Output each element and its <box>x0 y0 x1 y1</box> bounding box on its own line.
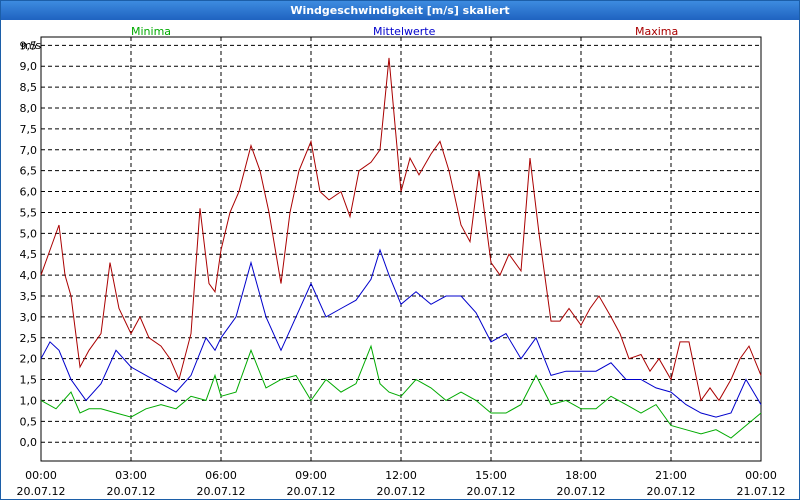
series-line-mittelwerte <box>40 248 762 418</box>
y-tick-label: 5,0 <box>20 227 38 240</box>
x-tick-time: 12:00 <box>385 469 417 482</box>
x-tick-time: 06:00 <box>205 469 237 482</box>
y-tick-label: 6,5 <box>20 165 38 178</box>
x-tick-date: 20.07.12 <box>287 485 336 498</box>
y-tick-label: 9,0 <box>20 60 38 73</box>
x-tick-time: 09:00 <box>295 469 327 482</box>
x-tick-date: 21.07.12 <box>737 485 786 498</box>
x-tick-time: 15:00 <box>475 469 507 482</box>
x-tick-time: 00:00 <box>25 469 57 482</box>
y-tick-label: 6,0 <box>20 186 38 199</box>
series-line-minima <box>40 344 762 439</box>
x-tick-time: 18:00 <box>565 469 597 482</box>
y-tick-label: 5,5 <box>20 206 38 219</box>
x-tick-time: 21:00 <box>655 469 687 482</box>
y-tick-label: 3,0 <box>20 311 38 324</box>
y-tick-label: 4,0 <box>20 269 38 282</box>
y-tick-label: 8,0 <box>20 102 38 115</box>
series-line-maxima <box>40 57 762 402</box>
y-tick-label: 2,0 <box>20 353 38 366</box>
y-tick-label: 7,0 <box>20 144 38 157</box>
y-tick-label: 7,5 <box>20 123 38 136</box>
x-tick-date: 20.07.12 <box>647 485 696 498</box>
legend-minima: Minima <box>131 25 172 38</box>
y-axis-label: m/s <box>21 39 41 52</box>
y-tick-label: 2,5 <box>20 332 38 345</box>
y-tick-label: 3,5 <box>20 290 38 303</box>
x-tick-date: 20.07.12 <box>17 485 66 498</box>
x-tick-date: 20.07.12 <box>557 485 606 498</box>
x-tick-date: 20.07.12 <box>107 485 156 498</box>
legend-maxima: Maxima <box>635 25 679 38</box>
x-tick-date: 20.07.12 <box>197 485 246 498</box>
window-title: Windgeschwindigkeit [m/s] skaliert <box>1 1 799 20</box>
x-tick-date: 20.07.12 <box>467 485 516 498</box>
x-tick-date: 20.07.12 <box>377 485 426 498</box>
x-tick-time: 00:00 <box>745 469 777 482</box>
y-tick-label: 1,0 <box>20 394 38 407</box>
y-tick-label: 0,5 <box>20 415 38 428</box>
y-tick-label: 9,5 <box>20 39 38 52</box>
x-tick-time: 03:00 <box>115 469 147 482</box>
y-tick-label: 1,5 <box>20 374 38 387</box>
y-tick-label: 0,0 <box>20 436 38 449</box>
y-tick-label: 4,5 <box>20 248 38 261</box>
y-tick-label: 8,5 <box>20 81 38 94</box>
legend-mittelwerte: Mittelwerte <box>373 25 436 38</box>
